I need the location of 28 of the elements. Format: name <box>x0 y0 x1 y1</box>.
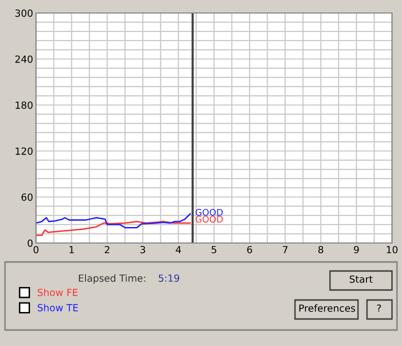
x-tick-label: 6 <box>247 246 252 254</box>
line-series <box>36 220 191 236</box>
x-tick-label: 0 <box>34 246 38 254</box>
x-tick-label: 4 <box>176 246 181 254</box>
text: ? <box>377 304 381 312</box>
y-tick-label: 180 <box>16 101 33 109</box>
x-tick-label: 1 <box>70 246 74 254</box>
x-tick-label: 2 <box>104 246 110 254</box>
x-tick-label: 10 <box>386 246 398 254</box>
x-tick-label: 3 <box>140 246 146 254</box>
x-tick-label: 5 <box>212 246 216 254</box>
text: Preferences <box>299 304 356 312</box>
y-tick-label: 0 <box>28 239 33 247</box>
text: Show FE <box>38 288 78 296</box>
annotation: GOOD <box>196 208 223 216</box>
text: Elapsed Time: <box>78 274 146 284</box>
y-tick-label: 240 <box>15 55 33 63</box>
annotation: GOOD <box>196 216 223 223</box>
y-tick-label: 60 <box>22 193 33 201</box>
text: 5:19 <box>158 274 180 282</box>
x-tick-label: 9 <box>354 246 359 254</box>
text: Start <box>350 275 373 283</box>
line-series <box>36 213 191 228</box>
y-tick-label: 300 <box>15 9 33 17</box>
x-tick-label: 8 <box>318 246 324 254</box>
x-tick-label: 7 <box>282 246 288 254</box>
text: Show TE <box>38 304 78 312</box>
y-tick-label: 120 <box>16 147 33 155</box>
